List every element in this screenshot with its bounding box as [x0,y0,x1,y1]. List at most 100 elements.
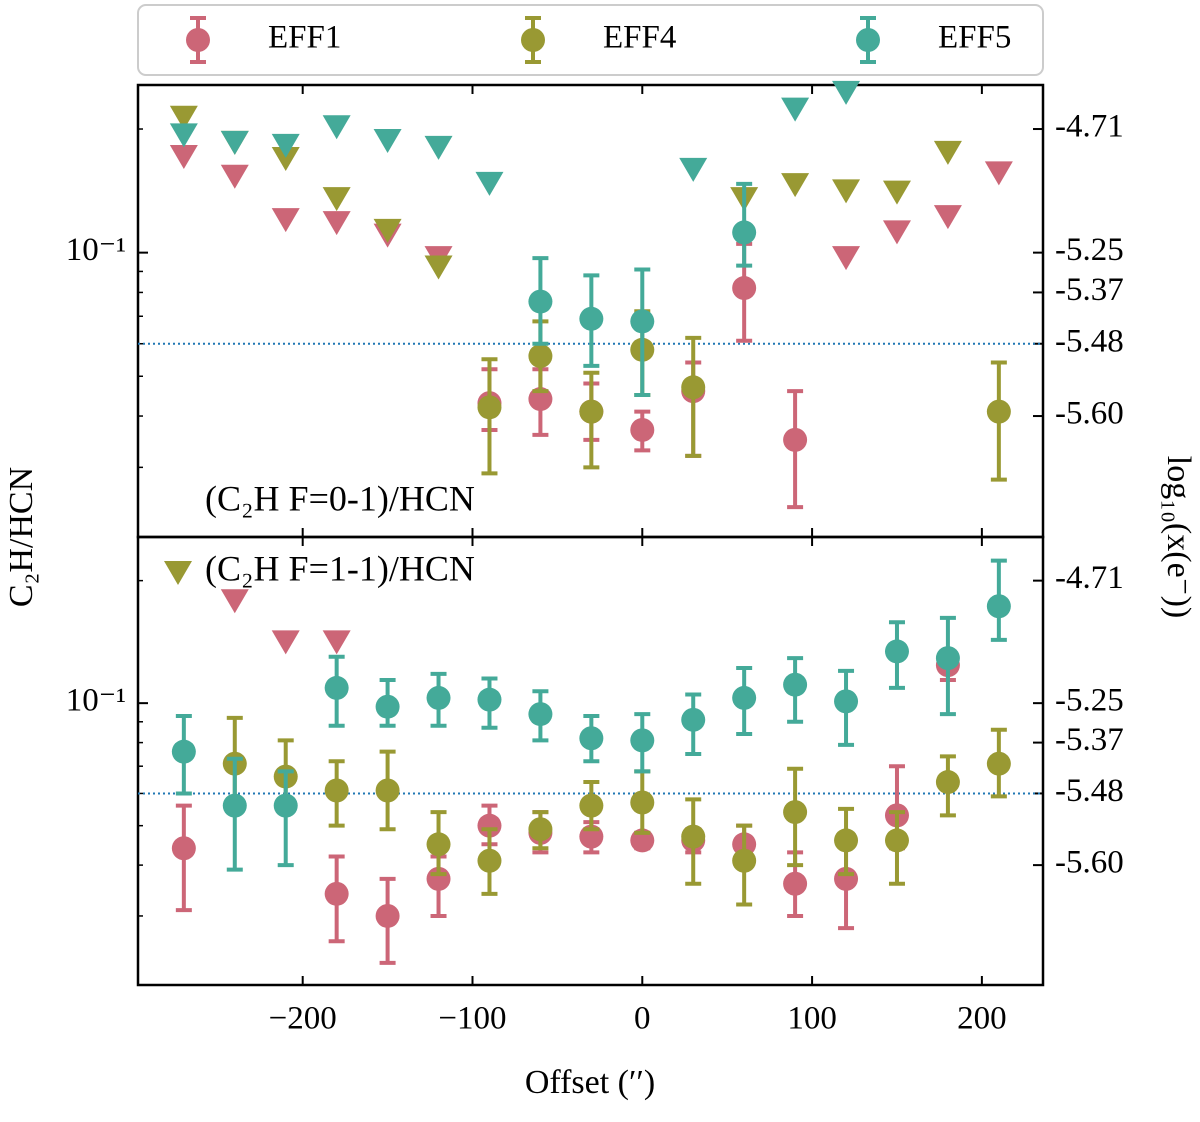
upper-limit [424,255,453,280]
data-point [732,276,757,301]
y2-tick-label: -5.48 [1055,773,1124,809]
data-point [171,836,196,861]
data-point [732,848,757,873]
upper-limit [220,164,249,189]
upper-limit [271,208,300,233]
error-bar [277,769,294,868]
data-point [986,751,1011,776]
y2-tick-label: -5.60 [1055,845,1124,881]
data-point [884,639,909,664]
upper-limit [475,171,504,196]
upper-limit-key [164,561,192,585]
upper-limit [220,130,249,155]
y2-tick-label: -5.37 [1055,722,1124,758]
data-point [630,417,655,442]
data-point [477,395,502,420]
y-axis-label: C₂H/HCN [3,467,40,607]
data-point [681,707,706,732]
data-point [477,687,502,712]
data-point [426,832,451,857]
upper-limit [169,144,198,169]
data-point [935,770,960,795]
x-tick-label: 200 [957,1001,1007,1037]
legend-label: EFF1 [268,20,341,56]
data-point [630,728,655,753]
upper-limit [933,140,962,165]
data-point [528,702,553,727]
data-point [477,813,502,838]
upper-limit [781,97,810,122]
upper-limit [832,179,861,204]
upper-limit [679,157,708,182]
y2-axis-label: log₁₀(x(e⁻)) [1160,456,1197,618]
x-tick-label: −100 [438,1001,506,1037]
data-point [171,739,196,764]
upper-limit [424,135,453,160]
data-point [579,306,604,331]
data-point [375,694,400,719]
data-point [579,793,604,818]
data-point [222,793,247,818]
data-point [324,675,349,700]
data-point [783,427,808,452]
data-point [884,828,909,853]
upper-limit [271,133,300,158]
data-point [681,375,706,400]
data-point [375,903,400,928]
y2-tick-label: -4.71 [1055,109,1124,145]
upper-limit [322,187,351,212]
data-point [783,672,808,697]
legend-label: EFF4 [603,20,676,56]
upper-limit [169,105,198,130]
x-tick-label: 100 [787,1001,837,1037]
upper-limit [832,246,861,271]
upper-limit [220,589,249,614]
data-point [579,399,604,424]
data-point [834,828,859,853]
data-point [528,817,553,842]
data-point [528,344,553,369]
upper-limit [322,211,351,236]
upper-limit [271,147,300,172]
data-point [986,594,1011,619]
upper-limit [933,205,962,230]
plot-frame [136,535,1045,987]
y2-tick-label: -5.60 [1055,396,1124,432]
upper-limit [882,180,911,205]
upper-limit [984,161,1013,186]
data-point [834,689,859,714]
x-tick-label: −200 [269,1001,337,1037]
data-point [528,289,553,314]
legend-box [137,4,1044,76]
y2-tick-label: -5.25 [1055,232,1124,268]
data-point [732,220,757,245]
y2-tick-label: -5.37 [1055,272,1124,308]
upper-limit [169,123,198,148]
data-point [477,848,502,873]
upper-limit [322,630,351,655]
upper-limit [373,129,402,154]
legend-marker [521,28,545,52]
panel-annotation: (C₂H F=1-1)/HCN [205,548,475,588]
data-point [783,871,808,896]
data-point [324,881,349,906]
x-tick-label: 0 [634,1001,651,1037]
y-tick-label: 10⁻¹ [66,232,126,268]
data-point [324,778,349,803]
upper-limit [322,115,351,140]
legend-label: EFF5 [938,20,1011,56]
legend-marker [186,28,210,52]
data-point [681,824,706,849]
data-point [630,309,655,334]
data-point [579,726,604,751]
upper-limit [271,630,300,655]
x-axis-label: Offset (′′) [525,1064,655,1101]
data-point [273,793,298,818]
y2-tick-label: -5.25 [1055,683,1124,719]
y2-tick-label: -5.48 [1055,323,1124,359]
data-point [783,800,808,825]
data-point [935,646,960,671]
upper-limit [882,220,911,245]
upper-limit [373,218,402,243]
